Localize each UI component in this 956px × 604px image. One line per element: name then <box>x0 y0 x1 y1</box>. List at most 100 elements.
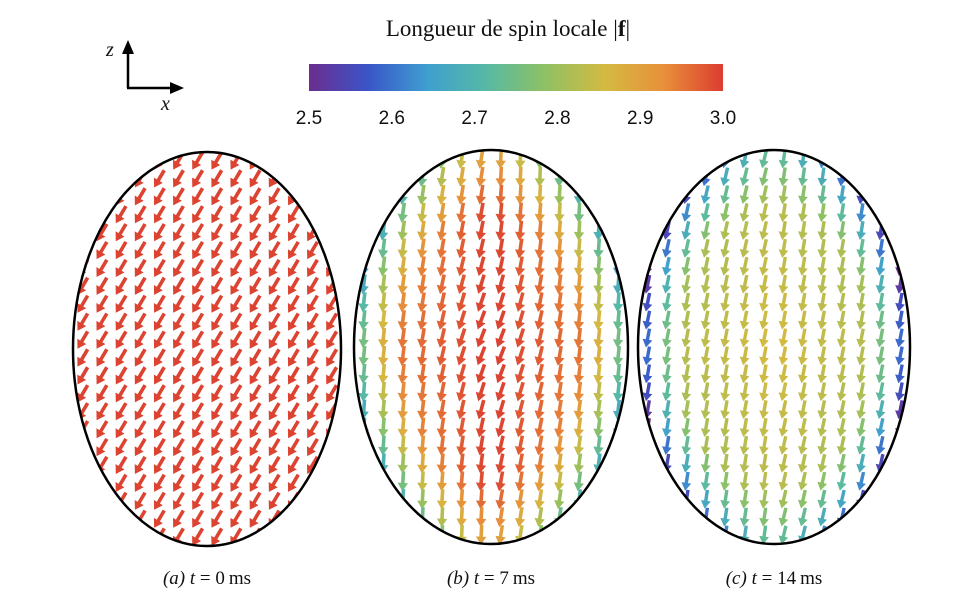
spin-arrow <box>307 384 319 403</box>
spin-arrow <box>739 203 750 222</box>
spin-arrow <box>287 276 300 295</box>
spin-arrow <box>534 327 545 348</box>
spin-arrow <box>836 364 847 384</box>
spin-arrow <box>495 202 506 223</box>
spin-arrow <box>720 382 730 402</box>
spin-arrow <box>287 438 300 457</box>
spin-arrow <box>211 241 224 260</box>
spin-arrow <box>856 274 866 294</box>
spin-arrow <box>378 310 389 331</box>
spin-arrow <box>554 489 565 510</box>
spin-arrow <box>378 381 389 402</box>
spin-arrow <box>495 417 506 438</box>
spin-arrow <box>249 187 262 206</box>
spin-arrow <box>759 274 769 294</box>
spin-arrow <box>593 363 604 384</box>
spin-arrow <box>515 238 526 259</box>
spin-arrow <box>77 330 90 349</box>
spin-arrow <box>495 310 506 330</box>
spin-arrow <box>249 491 262 510</box>
spin-arrow <box>514 328 526 348</box>
spin-arrow <box>307 402 319 421</box>
spin-arrow <box>192 384 205 403</box>
spin-arrow <box>554 238 565 259</box>
spin-arrow <box>249 455 262 474</box>
spin-arrow <box>287 258 300 277</box>
spin-arrow <box>192 241 205 260</box>
spin-arrow <box>534 399 545 420</box>
spin-arrow <box>739 471 750 491</box>
spin-arrow <box>173 330 185 349</box>
spin-arrow <box>778 238 789 258</box>
spin-arrow <box>397 453 408 474</box>
spin-arrow <box>249 276 262 295</box>
spin-arrow <box>573 274 585 295</box>
spin-arrow <box>268 384 281 403</box>
spin-arrow <box>268 223 281 242</box>
spin-arrow <box>173 438 185 457</box>
spin-arrow <box>778 274 789 294</box>
colorbar-tick-label: 3.0 <box>710 108 736 129</box>
spin-arrow <box>681 382 692 402</box>
spin-arrow <box>358 310 369 331</box>
spin-arrow <box>681 400 692 419</box>
spin-arrow <box>759 185 769 204</box>
spin-arrow <box>268 491 281 510</box>
spin-arrow <box>573 345 584 366</box>
spin-arrow <box>230 169 243 188</box>
spin-arrow <box>662 346 672 366</box>
spin-arrow <box>475 184 487 205</box>
spin-arrow <box>817 220 828 240</box>
spin-arrow <box>153 223 166 242</box>
spin-arrow <box>249 258 262 277</box>
spin-arrow <box>514 417 526 438</box>
spin-arrow <box>153 384 166 403</box>
spin-arrow <box>495 453 506 474</box>
spin-arrow <box>397 310 408 331</box>
spin-arrow <box>759 238 769 258</box>
spin-arrow <box>720 328 730 348</box>
spin-arrow <box>515 507 526 527</box>
spin-arrow <box>456 274 467 294</box>
spin-arrow <box>249 509 262 528</box>
spin-arrow <box>856 435 866 455</box>
spin-arrow <box>456 292 467 312</box>
spin-arrow <box>495 256 506 277</box>
spin-arrow <box>856 310 866 330</box>
spin-arrow <box>759 150 769 169</box>
spin-arrow <box>895 292 905 312</box>
spin-arrow <box>153 348 166 367</box>
panel-c-boundary <box>636 148 912 546</box>
spin-arrow <box>173 276 185 295</box>
colorbar-title: Longueur de spin locale |f| <box>386 16 630 41</box>
spin-arrow <box>173 241 185 260</box>
spin-arrow <box>173 294 185 313</box>
spin-arrow <box>268 438 281 457</box>
x-axis-label: x <box>160 93 170 115</box>
spin-arrow <box>739 150 750 169</box>
spin-arrow <box>681 364 692 384</box>
spin-arrow <box>211 312 224 331</box>
spin-arrow <box>534 453 545 474</box>
spin-arrow <box>514 381 525 402</box>
spin-arrow <box>817 185 828 205</box>
spin-arrow <box>593 274 604 295</box>
spin-arrow <box>739 453 750 473</box>
spin-arrow <box>534 256 545 277</box>
spin-arrow <box>720 417 730 437</box>
spin-arrow <box>436 327 447 348</box>
spin-arrow <box>134 276 147 295</box>
spin-arrow <box>358 363 369 384</box>
spin-arrow <box>456 453 467 474</box>
spin-arrow <box>230 312 243 331</box>
spin-arrow <box>436 220 447 241</box>
spin-arrow <box>895 310 905 330</box>
spin-arrow <box>593 345 604 366</box>
spin-arrow <box>778 489 789 509</box>
spin-arrow <box>249 438 262 457</box>
spin-arrow <box>759 292 769 312</box>
spin-arrow <box>681 203 692 222</box>
spin-arrow <box>817 400 828 419</box>
spin-arrow <box>612 292 624 313</box>
spin-arrow <box>115 294 128 313</box>
